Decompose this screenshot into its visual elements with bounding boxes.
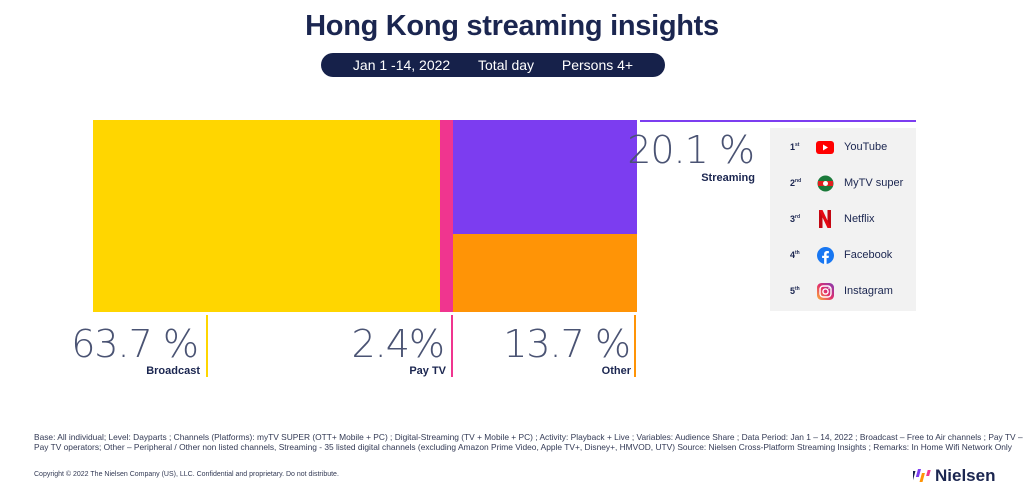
facebook-icon [816,246,834,264]
netflix-icon [816,210,834,228]
copyright-notice: Copyright © 2022 The Nielsen Company (US… [34,471,339,478]
filter-pill: Jan 1 -14, 2022 Total day Persons 4+ [321,53,665,77]
other-value-label: 13.7 % [503,322,631,366]
paytv-value-label: 2.4% [351,322,445,366]
platform-name: MyTV super [844,177,904,189]
platform-name: Netflix [844,213,875,225]
streaming-ranking-panel: 1st YouTube 2nd MyTV super 3rd Netflix 4… [770,128,916,311]
rank-number: 5th [790,286,800,296]
streaming-divider-line [640,120,916,122]
ranking-item: 1st YouTube [770,137,916,157]
page-title: Hong Kong streaming insights [305,10,719,42]
ranking-item: 5th Instagram [770,281,916,301]
paytv-tick [451,315,453,377]
instagram-icon [816,282,834,300]
rank-number: 2nd [790,178,802,188]
broadcast-bar [93,120,440,312]
streaming-category-label: Streaming [701,172,755,184]
daypart-filter: Total day [478,57,535,73]
platform-name: Instagram [844,285,893,297]
brand-name: Nielsen [935,466,996,485]
nielsen-logo-icon [913,469,931,482]
youtube-icon [816,138,834,156]
period-filter: Jan 1 -14, 2022 [352,57,451,73]
ranking-item: 3rd Netflix [770,209,916,229]
streaming-bar [453,120,638,235]
paytv-bar [440,120,454,312]
other-category-label: Other [601,365,631,377]
streaming-value-label: 20.1 % [627,128,755,172]
rank-number: 1st [790,142,800,152]
broadcast-tick [206,315,208,377]
broadcast-value-label: 63.7 % [71,322,199,366]
footnote: Base: All individual; Level: Dayparts ; … [34,432,1023,452]
ranking-item: 2nd MyTV super [770,173,916,193]
paytv-category-label: Pay TV [409,365,446,377]
other-bar [453,234,638,312]
platform-name: YouTube [844,141,888,153]
rank-number: 3rd [790,214,801,224]
platform-name: Facebook [844,249,893,261]
ranking-item: 4th Facebook [770,245,916,265]
nielsen-logo: Nielsen [913,466,995,486]
mytv-super-icon [816,174,834,192]
audience-filter: Persons 4+ [561,57,634,73]
other-tick [634,315,636,377]
rank-number: 4th [790,250,800,260]
broadcast-category-label: Broadcast [146,365,200,377]
